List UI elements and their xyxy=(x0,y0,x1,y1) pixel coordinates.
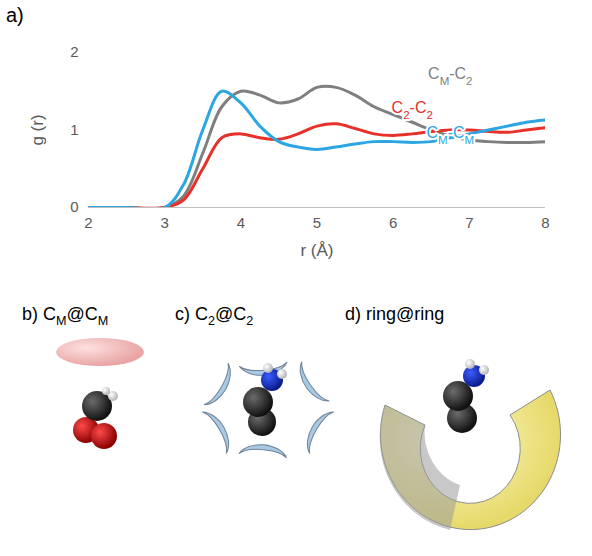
svg-text:1: 1 xyxy=(70,121,78,138)
svg-text:2: 2 xyxy=(70,43,78,60)
svg-text:5: 5 xyxy=(313,214,321,231)
html-text:a): a) xyxy=(6,4,24,26)
svg-text:4: 4 xyxy=(237,214,245,231)
svg-text:CM-C2: CM-C2 xyxy=(428,65,472,87)
svg-text:g (r): g (r) xyxy=(28,114,47,145)
svg-text:C2-C2: C2-C2 xyxy=(392,99,433,121)
svg-text:6: 6 xyxy=(389,214,397,231)
html-text:b) CM@CM: b) CM@CM xyxy=(22,304,109,328)
svg-text:CM-CM: CM-CM xyxy=(426,124,474,146)
svg-text:2: 2 xyxy=(84,214,92,231)
svg-text:3: 3 xyxy=(160,214,168,231)
svg-text:r (Å): r (Å) xyxy=(300,241,333,260)
svg-text:7: 7 xyxy=(465,214,473,231)
html-text:d) ring@ring: d) ring@ring xyxy=(345,304,445,324)
svg-text:0: 0 xyxy=(70,198,78,215)
html-text:c) C2@C2: c) C2@C2 xyxy=(175,304,254,328)
svg-text:8: 8 xyxy=(541,214,549,231)
